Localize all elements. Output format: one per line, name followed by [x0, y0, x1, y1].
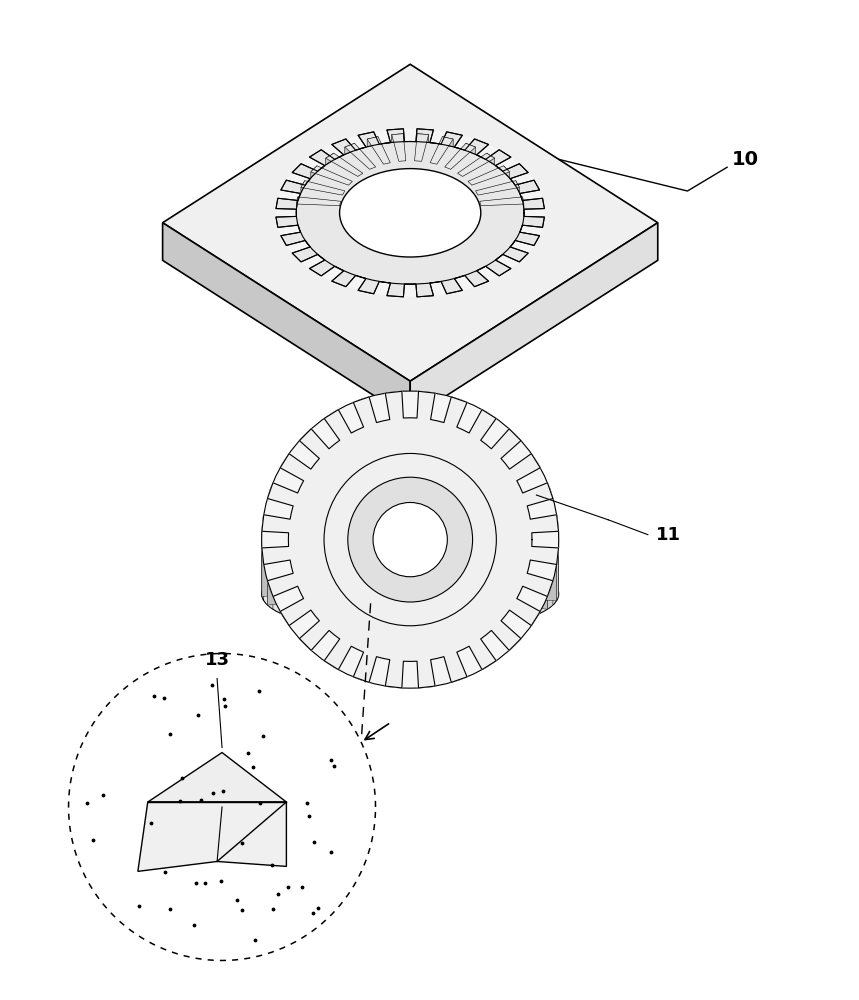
Polygon shape [418, 633, 435, 688]
Polygon shape [442, 137, 454, 147]
Polygon shape [324, 621, 339, 661]
Text: 13: 13 [204, 651, 229, 669]
Polygon shape [344, 143, 355, 154]
Polygon shape [137, 753, 286, 871]
Polygon shape [532, 531, 558, 592]
Polygon shape [530, 560, 557, 601]
Polygon shape [367, 137, 378, 147]
Polygon shape [344, 143, 375, 169]
Text: 10: 10 [732, 150, 759, 169]
Polygon shape [417, 134, 429, 142]
Polygon shape [280, 599, 303, 613]
Polygon shape [162, 64, 658, 381]
Polygon shape [386, 633, 402, 688]
Polygon shape [296, 197, 340, 206]
Ellipse shape [276, 129, 545, 297]
Polygon shape [392, 134, 405, 161]
Polygon shape [326, 153, 362, 176]
Polygon shape [262, 548, 264, 601]
Polygon shape [326, 153, 334, 165]
Polygon shape [480, 197, 524, 206]
Polygon shape [451, 631, 467, 682]
Polygon shape [276, 129, 545, 297]
Polygon shape [392, 134, 403, 142]
Polygon shape [523, 586, 547, 609]
Polygon shape [311, 166, 352, 185]
Polygon shape [515, 181, 520, 193]
Polygon shape [324, 626, 338, 670]
Polygon shape [262, 515, 264, 592]
Polygon shape [301, 181, 305, 193]
Polygon shape [458, 153, 495, 176]
Ellipse shape [324, 453, 497, 626]
Polygon shape [367, 137, 390, 164]
Polygon shape [491, 618, 509, 650]
Polygon shape [162, 223, 411, 419]
Polygon shape [417, 627, 418, 688]
Polygon shape [509, 620, 521, 650]
Polygon shape [522, 197, 524, 208]
Polygon shape [557, 515, 558, 592]
Polygon shape [300, 616, 320, 639]
Polygon shape [262, 546, 289, 596]
Polygon shape [532, 611, 540, 626]
Polygon shape [476, 181, 520, 195]
Polygon shape [509, 610, 532, 626]
Polygon shape [280, 611, 289, 626]
Polygon shape [148, 753, 286, 802]
Polygon shape [301, 181, 344, 195]
Polygon shape [503, 166, 509, 178]
Polygon shape [296, 197, 298, 208]
Polygon shape [469, 623, 482, 670]
Polygon shape [430, 137, 454, 164]
Polygon shape [557, 548, 558, 601]
Polygon shape [353, 624, 363, 677]
Polygon shape [444, 625, 451, 682]
Polygon shape [445, 143, 476, 169]
Polygon shape [311, 166, 317, 178]
Polygon shape [482, 626, 497, 670]
Ellipse shape [339, 169, 481, 257]
Polygon shape [300, 620, 311, 650]
Polygon shape [386, 626, 390, 686]
Ellipse shape [262, 554, 558, 634]
Polygon shape [466, 143, 476, 154]
Polygon shape [415, 134, 429, 161]
Polygon shape [264, 515, 290, 589]
Polygon shape [137, 802, 286, 871]
Polygon shape [267, 573, 293, 605]
Ellipse shape [348, 477, 472, 602]
Polygon shape [267, 581, 273, 609]
Polygon shape [262, 391, 558, 688]
Ellipse shape [373, 502, 448, 577]
Polygon shape [547, 581, 553, 609]
Polygon shape [468, 166, 509, 185]
Polygon shape [486, 153, 495, 165]
Text: 11: 11 [655, 526, 681, 544]
Polygon shape [353, 631, 369, 682]
Ellipse shape [262, 391, 558, 688]
Polygon shape [411, 223, 658, 419]
